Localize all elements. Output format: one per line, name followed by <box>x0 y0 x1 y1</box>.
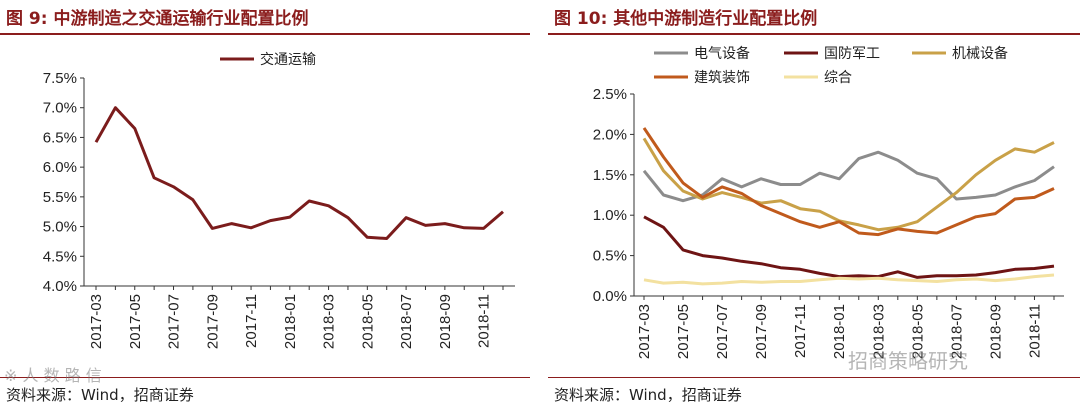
right-legend-label: 国防军工 <box>824 46 880 62</box>
left-chart-panel: 图 9: 中游制造之交通运输行业配置比例 4.0% 4.5% 5.0% 5.5% 6.0… <box>0 0 530 409</box>
right-watermark: 招商策略研究 <box>848 349 968 373</box>
left-ytick-label: 6.5% <box>43 129 77 146</box>
left-xtick-label: 2018-03 <box>321 294 338 349</box>
left-chart-svg: 4.0% 4.5% 5.0% 5.5% 6.0% 6.5% 7.0% 7.5% 2017-03 2… <box>43 51 515 349</box>
right-series-3-line <box>642 127 1055 237</box>
left-source-rule <box>0 377 530 378</box>
left-xtick-label: 2017-03 <box>88 294 105 349</box>
left-xtick-label: 2017-11 <box>243 294 260 348</box>
right-chart-svg: 0.0% 0.5% 1.0% 1.5% 2.0% 2.5% 2017-03 2017-05 20… <box>593 45 1064 359</box>
right-legend-label: 综合 <box>824 70 852 86</box>
left-legend-label: 交通运输 <box>260 51 316 68</box>
right-legend-label: 机械设备 <box>952 45 1008 62</box>
left-xtick-label: 2018-05 <box>359 294 376 349</box>
left-xtick-label: 2017-05 <box>127 294 144 349</box>
right-xtick-label: 2017-11 <box>792 304 809 358</box>
right-series-1-line <box>643 215 1055 279</box>
right-ytick-label: 2.0% <box>593 126 627 143</box>
left-ytick-label: 7.5% <box>43 70 77 87</box>
left-xtick-label: 2018-11 <box>476 294 493 348</box>
left-ytick-label: 4.0% <box>43 278 77 295</box>
left-ytick-label: 5.0% <box>43 219 77 236</box>
right-legend-label: 电气设备 <box>694 45 750 62</box>
right-series-4-line <box>643 273 1055 286</box>
right-xtick-label: 2018-11 <box>1026 304 1043 358</box>
left-source: 资料来源：Wind，招商证券 <box>6 386 194 404</box>
right-series-0-line <box>642 150 1055 203</box>
left-xtick-label: 2017-09 <box>204 294 221 349</box>
right-xtick-label: 2017-03 <box>636 304 653 359</box>
left-chart-title: 图 9: 中游制造之交通运输行业配置比例 <box>6 4 308 32</box>
right-xtick-label: 2018-07 <box>948 304 965 359</box>
left-fig-label: 图 9: <box>6 9 48 29</box>
left-title-text: 中游制造之交通运输行业配置比例 <box>53 9 309 29</box>
right-chart-panel: 图 10: 其他中游制造行业配置比例 0.0% 0.5% 1.0% 1.5% 2.0% 2… <box>548 0 1080 409</box>
right-xtick-label: 2018-01 <box>831 304 848 359</box>
left-xtick-label: 2017-07 <box>166 294 183 349</box>
right-source: 资料来源：Wind，招商证券 <box>554 386 742 404</box>
left-title-rule <box>0 33 530 35</box>
left-ytick-label: 7.0% <box>43 100 77 117</box>
right-fig-label: 图 10: <box>554 9 608 29</box>
left-ytick-label: 5.5% <box>43 189 77 206</box>
right-xtick-label: 2017-07 <box>714 304 731 359</box>
right-xtick-label: 2018-09 <box>987 304 1004 359</box>
right-xtick-label: 2017-09 <box>753 304 770 359</box>
right-xtick-label: 2018-05 <box>909 304 926 359</box>
left-series-0-line <box>94 106 504 240</box>
right-ytick-label: 0.0% <box>593 288 627 305</box>
right-chart-title: 图 10: 其他中游制造行业配置比例 <box>554 4 817 32</box>
right-legend-label: 建筑装饰 <box>694 70 750 86</box>
right-title-rule <box>548 33 1080 35</box>
right-ytick-label: 1.5% <box>593 167 627 184</box>
right-xtick-label: 2018-03 <box>870 304 887 359</box>
right-source-rule <box>548 377 1080 378</box>
right-ytick-label: 0.5% <box>593 248 627 265</box>
right-ytick-label: 2.5% <box>593 86 627 103</box>
right-xtick-label: 2017-05 <box>675 304 692 359</box>
left-xtick-label: 2018-09 <box>437 294 454 349</box>
left-watermark: ※ 人 数 路 信 <box>4 366 102 385</box>
right-series-2-line <box>642 137 1055 232</box>
right-title-text: 其他中游制造行业配置比例 <box>613 9 818 29</box>
right-ytick-label: 1.0% <box>593 207 627 224</box>
left-ytick-label: 4.5% <box>43 248 77 265</box>
left-ytick-label: 6.0% <box>43 159 77 176</box>
left-xtick-label: 2018-07 <box>398 294 415 349</box>
left-xtick-label: 2018-01 <box>282 294 299 349</box>
